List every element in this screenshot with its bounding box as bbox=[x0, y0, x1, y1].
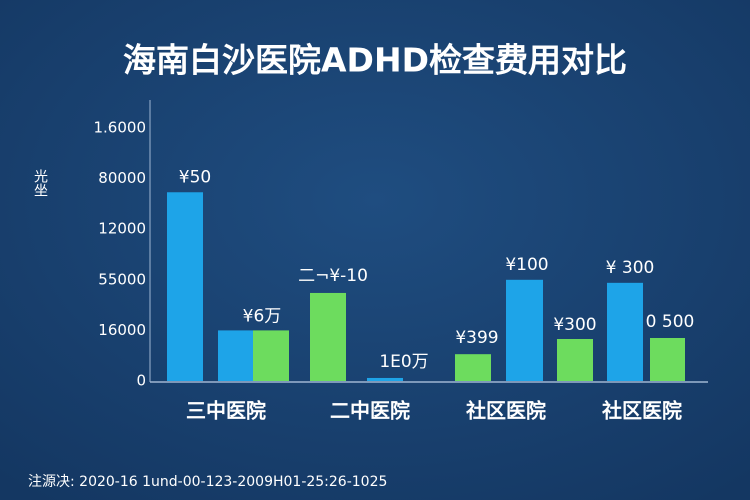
data-label: 1E0万 bbox=[379, 352, 428, 372]
data-label: 0 500 bbox=[646, 312, 695, 332]
bar bbox=[455, 354, 491, 381]
data-label: ¥6万 bbox=[243, 306, 282, 326]
x-tick-label: 二中医院 bbox=[330, 399, 410, 423]
bar bbox=[650, 337, 685, 381]
data-label: 二¬¥-10 bbox=[298, 266, 368, 286]
y-tick-label: 1.6000 bbox=[94, 119, 147, 137]
data-label: ¥300 bbox=[553, 315, 596, 335]
y-tick-label: 80000 bbox=[98, 169, 146, 187]
y-axis-label: 光坐 bbox=[32, 169, 48, 197]
bar bbox=[506, 279, 543, 381]
bar bbox=[218, 330, 253, 381]
data-label: ¥399 bbox=[455, 328, 498, 348]
bar bbox=[310, 292, 346, 381]
chart-title: 海南白沙医院ADHD检查费用对比 bbox=[123, 41, 627, 80]
bar bbox=[557, 339, 593, 381]
footer: 注源决: 2020-16 1und-00-123-2009H01-25:26-1… bbox=[28, 474, 387, 490]
bar bbox=[607, 282, 643, 381]
x-tick-label: 三中医院 bbox=[186, 399, 266, 423]
x-tick-label: 社区医院 bbox=[601, 399, 682, 423]
y-tick-label: 16000 bbox=[98, 321, 146, 339]
y-tick-label: 55000 bbox=[98, 270, 146, 288]
data-label: ¥50 bbox=[179, 167, 211, 187]
data-label: ¥ 300 bbox=[606, 258, 655, 278]
bar bbox=[367, 377, 403, 381]
bar bbox=[253, 330, 289, 381]
x-tick-label: 社区医院 bbox=[465, 399, 546, 423]
bar bbox=[167, 192, 203, 381]
y-tick-label: 12000 bbox=[98, 220, 146, 238]
y-tick-label: 0 bbox=[136, 372, 146, 390]
data-label: ¥100 bbox=[505, 255, 548, 275]
